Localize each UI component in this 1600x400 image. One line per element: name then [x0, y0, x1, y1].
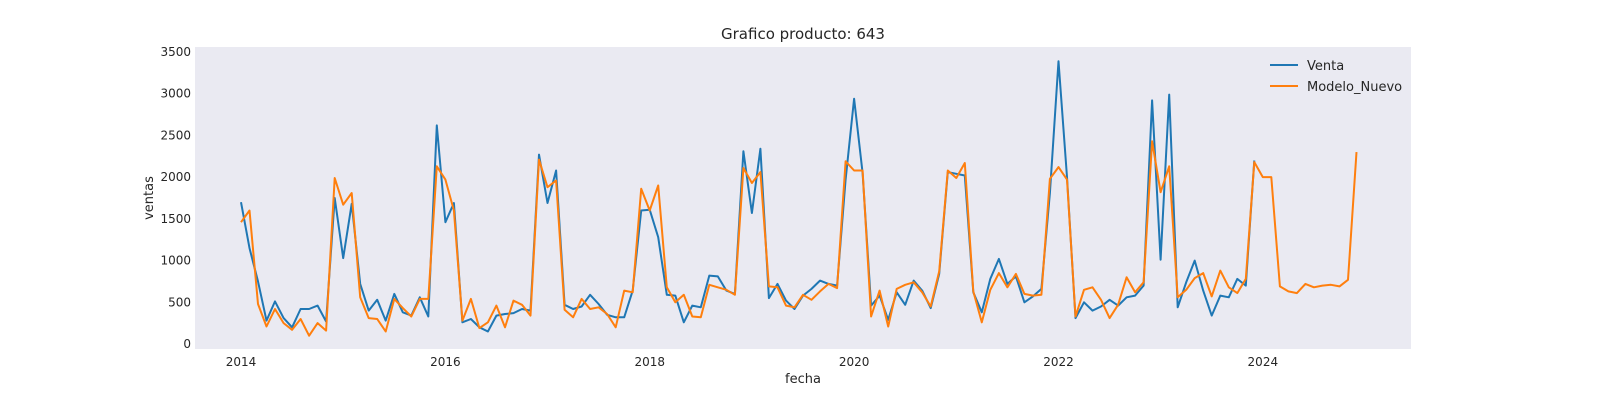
y-tick-label: 1500 [160, 212, 191, 226]
y-axis: 0 500 1000 1500 2000 2500 3000 3500 [160, 45, 191, 351]
y-tick-label: 3500 [160, 45, 191, 59]
chart-title: Grafico producto: 643 [721, 25, 885, 43]
y-tick-label: 1000 [160, 254, 191, 268]
plot-area-background [195, 47, 1411, 349]
legend-label-venta: Venta [1307, 59, 1344, 74]
y-tick-label: 0 [183, 337, 191, 351]
y-tick-label: 500 [168, 295, 191, 309]
y-axis-label: ventas [142, 176, 157, 220]
x-tick-label: 2024 [1248, 355, 1279, 369]
y-tick-label: 2000 [160, 170, 191, 184]
y-tick-label: 3000 [160, 87, 191, 101]
x-tick-label: 2016 [430, 355, 461, 369]
series-line-modelo-nuevo [240, 140, 1358, 337]
legend-label-modelo-nuevo: Modelo_Nuevo [1307, 80, 1402, 95]
legend: Venta Modelo_Nuevo [1270, 59, 1402, 95]
x-tick-label: 2020 [839, 355, 870, 369]
x-tick-label: 2018 [634, 355, 665, 369]
x-tick-label: 2014 [226, 355, 257, 369]
x-axis: 2014 2016 2018 2020 2022 2024 [226, 355, 1278, 369]
x-tick-label: 2022 [1043, 355, 1074, 369]
series-layer [240, 60, 1358, 337]
y-tick-label: 2500 [160, 128, 191, 142]
x-axis-label: fecha [785, 372, 821, 387]
